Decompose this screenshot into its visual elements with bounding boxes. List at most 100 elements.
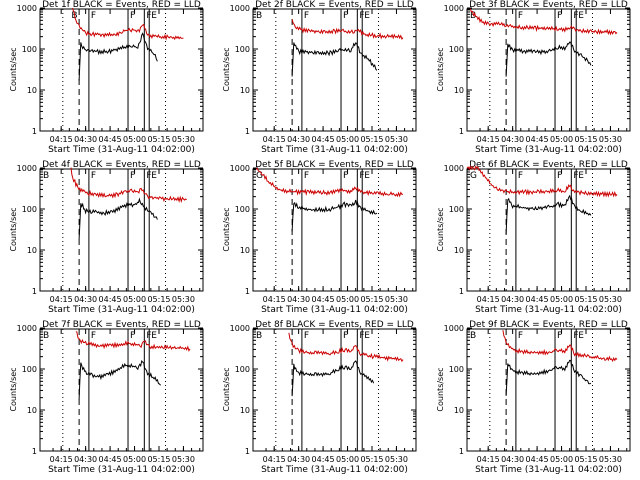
series-lld-line: [502, 330, 618, 363]
marker-label: F: [146, 11, 151, 21]
x-tick-label: 04:30: [74, 135, 97, 144]
x-tick-label: 04:30: [287, 295, 310, 304]
marker-label: E: [578, 171, 584, 181]
marker-label: F: [359, 171, 364, 181]
series-lld-line: [469, 8, 618, 36]
x-tick-label: 05:30: [385, 455, 408, 464]
y-tick-label: 100: [449, 365, 464, 374]
panel-3: Det 3f BLACK = Events, RED = LLD 1 10 100 10…: [436, 0, 631, 155]
y-axis-label: Counts/sec: [9, 47, 18, 91]
panel-7: Det 7f BLACK = Events, RED = LLD 1 10 100 10…: [9, 320, 204, 475]
marker-label: F: [91, 171, 96, 181]
x-axis-label: Start Time (31-Aug-11 04:02:00): [48, 305, 195, 315]
x-tick-label: 05:15: [574, 135, 597, 144]
marker-label: F: [573, 11, 578, 21]
marker-label: F: [304, 331, 309, 341]
series-lld-line: [466, 165, 618, 198]
x-tick-label: 04:45: [312, 295, 335, 304]
marker-label: F: [343, 331, 348, 341]
y-tick-label: 100: [22, 45, 37, 54]
plot-frame: [252, 168, 417, 292]
y-tick-label: 1: [245, 127, 250, 136]
x-tick-label: 04:30: [501, 455, 524, 464]
x-axis-label: Start Time (31-Aug-11 04:02:00): [261, 305, 408, 315]
marker-label: F: [518, 171, 523, 181]
y-tick-label: 10: [240, 406, 250, 415]
marker-label: F: [518, 11, 523, 21]
panel-4: Det 4f BLACK = Events, RED = LLD 1 10 100 10…: [9, 160, 204, 315]
x-tick-label: 05:00: [550, 135, 573, 144]
marker-label: E: [151, 331, 157, 341]
plot-frame: [39, 328, 204, 452]
y-tick-label: 1000: [17, 164, 37, 173]
y-tick-label: 10: [240, 246, 250, 255]
y-tick-label: 10: [240, 86, 250, 95]
x-tick-label: 05:15: [147, 135, 170, 144]
marker-label: F: [304, 171, 309, 181]
x-tick-label: 05:00: [336, 135, 359, 144]
y-tick-label: 10: [454, 246, 464, 255]
x-tick-label: 04:15: [50, 135, 73, 144]
x-tick-label: 04:30: [501, 135, 524, 144]
series-events-line: [505, 194, 592, 235]
y-tick-label: 1: [245, 447, 250, 456]
series-lld-line: [75, 331, 191, 352]
series-events-line: [505, 359, 592, 396]
x-tick-label: 05:00: [550, 455, 573, 464]
x-tick-label: 05:15: [360, 455, 383, 464]
y-axis-label: Counts/sec: [222, 367, 231, 411]
y-axis-label: Counts/sec: [436, 367, 445, 411]
panel-title: Det 7f BLACK = Events, RED = LLD: [42, 320, 201, 330]
panel-1: Det 1f BLACK = Events, RED = LLD 1 10 100 10…: [9, 0, 204, 155]
marker-label: F: [573, 171, 578, 181]
panel-5: Det 5f BLACK = Events, RED = LLD 1 10 100 10…: [222, 160, 417, 315]
x-tick-label: 04:30: [501, 295, 524, 304]
marker-label: E: [151, 171, 157, 181]
y-tick-label: 100: [235, 365, 250, 374]
plot-frame: [466, 328, 631, 452]
marker-label: F: [343, 11, 348, 21]
y-tick-label: 10: [27, 246, 37, 255]
x-axis-label: Start Time (31-Aug-11 04:02:00): [475, 145, 622, 155]
x-tick-label: 05:15: [147, 295, 170, 304]
x-tick-label: 04:45: [312, 455, 335, 464]
panel-8: Det 8f BLACK = Events, RED = LLD 1 10 100 10…: [222, 320, 417, 475]
series-events-line: [505, 41, 592, 77]
y-axis-label: Counts/sec: [222, 47, 231, 91]
x-tick-label: 04:30: [287, 135, 310, 144]
marker-label: F: [557, 331, 562, 341]
marker-label: E: [364, 331, 370, 341]
series-lld-line: [72, 7, 184, 41]
marker-label: F: [304, 11, 309, 21]
x-tick-label: 04:15: [263, 135, 286, 144]
y-tick-label: 100: [449, 205, 464, 214]
y-tick-label: 1: [32, 127, 37, 136]
panel-2: Det 2f BLACK = Events, RED = LLD 1 10 100 10…: [222, 0, 417, 155]
marker-label: F: [557, 171, 562, 181]
y-axis-label: Counts/sec: [222, 207, 231, 251]
marker-label: E: [578, 11, 584, 21]
y-tick-label: 1: [32, 287, 37, 296]
x-tick-label: 05:00: [550, 295, 573, 304]
x-tick-label: 04:15: [263, 295, 286, 304]
y-tick-label: 10: [27, 406, 37, 415]
marker-label: B: [470, 11, 476, 21]
marker-label: F: [130, 11, 135, 21]
y-tick-label: 1000: [17, 324, 37, 333]
panel-title: Det 4f BLACK = Events, RED = LLD: [42, 160, 201, 170]
x-axis-label: Start Time (31-Aug-11 04:02:00): [475, 465, 622, 475]
plot-frame: [252, 328, 417, 452]
marker-label: G: [470, 171, 477, 181]
y-tick-label: 100: [22, 365, 37, 374]
x-axis-label: Start Time (31-Aug-11 04:02:00): [261, 145, 408, 155]
marker-label: F: [91, 331, 96, 341]
plot-frame: [39, 168, 204, 292]
y-tick-label: 100: [235, 45, 250, 54]
x-tick-label: 04:15: [263, 455, 286, 464]
marker-label: F: [359, 331, 364, 341]
series-lld-line: [288, 332, 404, 363]
marker-label: B: [43, 171, 49, 181]
x-tick-label: 05:30: [385, 295, 408, 304]
marker-label: E: [364, 171, 370, 181]
